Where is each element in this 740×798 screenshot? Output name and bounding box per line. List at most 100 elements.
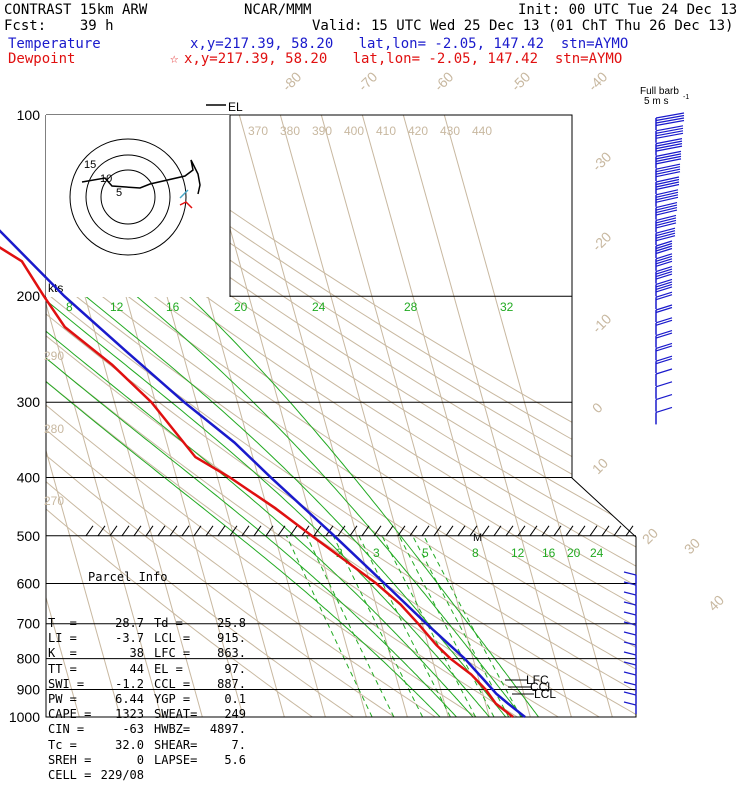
dry-adiabat-line [46,115,636,717]
hatch-mark [157,525,166,537]
parcel-info-cell: CELL = [48,767,92,782]
parcel-info-row: CELL = 229/08 [48,768,246,783]
theta-label: 290 [44,349,64,363]
wind-barb-flag [655,112,685,119]
wind-barb-flag [655,209,678,216]
isotherm-label: -60 [431,68,457,94]
wind-barb-flag [655,258,673,265]
wind-barb-flag [623,591,637,596]
hatch-mark [97,525,106,537]
isotherm-line [361,115,531,717]
hatch-mark [625,525,634,537]
parcel-info-title: Parcel Info [88,570,168,585]
isotherm-label: -80 [279,68,305,94]
wind-barb-flag [623,651,637,656]
hatch-mark [241,525,250,537]
header-right-line2: Valid: 15 UTC Wed 25 Dec 13 (01 ChT Thu … [312,18,734,34]
parcel-info-cell: CCL = [154,676,191,691]
hatch-mark [385,525,394,537]
hatch-mark [205,525,214,537]
wind-barb-flag [655,294,673,301]
mixing-ratio-label: 12 [511,546,525,560]
theta-label: 370 [248,124,268,138]
parcel-info-cell: K = [48,646,77,661]
hatch-mark [121,525,130,537]
wind-barb-flag [655,406,673,413]
wind-barb-flag [655,345,673,352]
wind-barb-flag [655,281,673,288]
wind-barb-flag [623,661,637,666]
pressure-tick-label: 700 [17,616,41,632]
parcel-info-cell: -63 [122,722,144,737]
pressure-tick-label: 300 [17,394,41,410]
moist-adiabat-label: 28 [404,300,418,314]
wind-barb-flag [623,571,637,576]
isotherm-label: 0 [589,399,606,416]
barb-title: Full barb [640,86,679,97]
parcel-info-cell: SREH = [48,752,92,767]
parcel-info-cell: 38 [129,646,144,661]
dewpoint-profile-line [0,246,514,718]
hodograph-background [46,115,230,297]
isotherm-line [320,115,490,717]
hatch-mark [133,525,142,537]
header-left-line1: CONTRAST 15km ARW [4,2,148,18]
wind-barb-flag [655,138,683,145]
wind-barb-flag [655,273,673,280]
parcel-info-cell: T = [48,616,77,630]
dry-adiabat-line [46,115,636,717]
legend-dewpoint-label: Dewpoint [8,51,76,67]
parcel-info-cell: -1.2 [115,676,144,691]
wind-barb-flag [655,153,682,160]
wind-barb-flag [655,196,679,203]
pressure-tick-label: 100 [17,107,41,123]
mixing-ratio-label: 16 [542,546,556,560]
wind-barb-flag [655,194,679,201]
wind-barb-flag [655,119,685,127]
parcel-info-cell: 863. [217,646,246,661]
wind-barb-flag [655,222,677,229]
wind-barb-flag [655,304,673,311]
dry-adiabat-line [46,115,600,717]
parcel-info-cell: SWEAT= [154,707,198,722]
moist-adiabat-label: 12 [110,300,124,314]
wind-barb-flag [623,691,637,696]
wind-barb-flag [623,681,637,686]
parcel-info-panel: Parcel Info T = 28.7 Td = 25.8 LI = -3.7 LCL =… [48,540,246,798]
parcel-info-row: T = 28.7 Td = 25.8 [48,616,246,631]
dry-adiabat-line [46,115,636,717]
moist-adiabat-label: 32 [500,300,514,314]
isotherm-line [402,115,572,717]
parcel-info-cell: TT = [48,661,77,676]
dry-adiabat-line [53,115,636,717]
wind-barb-flag [655,143,683,150]
parcel-info-row: CIN = -63 HWBZ= 4897. [48,722,246,737]
wind-barb-flag [655,332,673,339]
mixing-ratio-label: 5 [422,546,429,560]
hatch-mark [577,525,586,537]
wind-barb-flag [655,217,677,224]
dry-adiabat-line [46,115,636,717]
wind-barb-flag [655,268,673,275]
hatch-mark [613,525,622,537]
dry-adiabat-line [96,115,636,717]
pressure-tick-label: 900 [17,681,41,697]
theta-label: 280 [44,422,64,436]
hodograph-trace [81,159,201,195]
mixing-ratio-label: 20 [567,546,581,560]
dry-adiabat-line [46,115,636,717]
parcel-info-row: LI = -3.7 LCL = 915. [48,631,246,646]
mixing-ratio-label: 8 [472,546,479,560]
isotherm-line [279,115,449,717]
mixing-ratio-line [285,535,373,717]
wind-barb-flag [655,202,678,209]
wind-barb-flag [655,253,673,260]
isotherm-label: 30 [681,535,703,557]
temperature-profile-line [0,229,526,718]
wind-barb-flag [655,260,673,267]
wind-barb-flag [623,611,637,616]
el-label: EL [228,100,243,114]
theta-label: 430 [440,124,460,138]
parcel-info-cell: Td = [154,616,183,630]
parcel-info-cell: 6.44 [115,691,144,706]
